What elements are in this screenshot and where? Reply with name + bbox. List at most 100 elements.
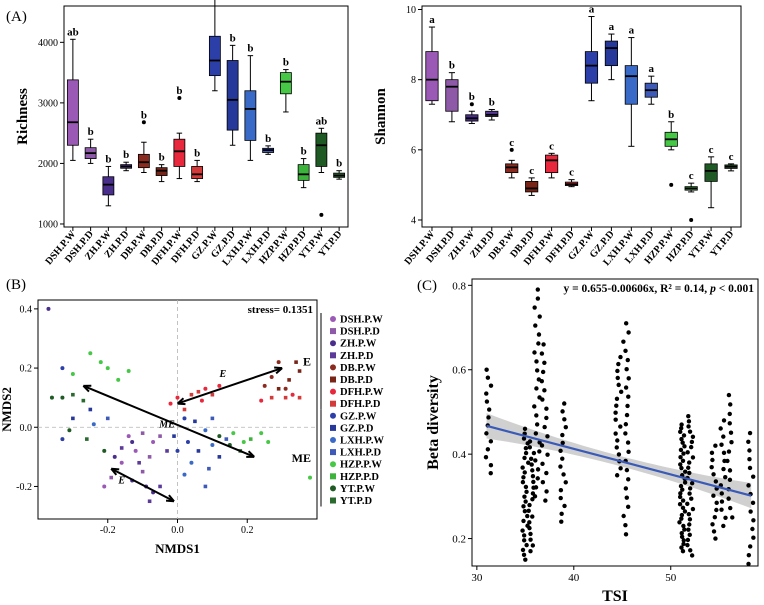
richness-box-ZH.P.W	[102, 176, 115, 196]
shannon-letter: b	[668, 109, 674, 121]
regression-point	[534, 368, 540, 373]
shannon-outlier	[669, 182, 674, 187]
nmds-point	[217, 455, 222, 459]
regression-point	[488, 462, 494, 468]
regression-point	[533, 431, 539, 436]
nmds-point	[182, 472, 187, 477]
nmds-point	[137, 460, 141, 465]
shannon-box-GZ.P.D	[604, 40, 618, 67]
nmds-arrow-shaft	[110, 467, 175, 503]
regression-point	[723, 515, 728, 520]
nmds-point	[269, 395, 274, 400]
regression-ytick-label: 0.8	[452, 280, 466, 292]
regression-point	[625, 403, 630, 409]
regression-point	[623, 431, 628, 436]
richness-ytick-label: 4000	[38, 38, 58, 49]
regression-point	[535, 476, 540, 481]
regression-point	[688, 548, 693, 553]
regression-point	[521, 436, 527, 441]
nmds-stress-label: stress= 0.1351	[248, 304, 313, 316]
regression-point	[725, 458, 730, 464]
regression-point	[545, 452, 550, 457]
nmds-legend-label: ZH.P.W	[340, 339, 377, 350]
regression-point	[679, 436, 684, 442]
nmds-point	[193, 419, 197, 424]
regression-point	[678, 454, 683, 460]
regression-point	[539, 351, 545, 356]
richness-chart: 1000200030004000RichnessabDSH.P.WbDSH.P.…	[15, 0, 349, 268]
regression-point	[710, 457, 715, 463]
regression-point	[528, 456, 534, 462]
regression-point	[537, 440, 542, 445]
regression-point	[524, 489, 529, 495]
richness-ytick-label: 3000	[38, 98, 58, 109]
regression-point	[711, 529, 717, 534]
regression-point	[535, 467, 541, 472]
regression-point	[524, 542, 529, 548]
regression-point	[680, 458, 686, 463]
regression-point	[686, 424, 691, 429]
regression-point	[709, 464, 714, 470]
panel-a-label: (A)	[6, 9, 27, 25]
regression-point	[544, 406, 549, 411]
regression-point	[689, 439, 695, 445]
shannon-letter: a	[649, 63, 655, 75]
regression-point	[714, 500, 719, 506]
nmds-legend-label: DB.P.D	[340, 375, 373, 386]
regression-point	[523, 499, 528, 504]
nmds-point	[262, 383, 267, 388]
regression-point	[728, 430, 734, 435]
nmds-point	[308, 475, 313, 480]
regression-point	[679, 422, 684, 427]
regression-point	[678, 429, 683, 435]
regression-point	[682, 527, 687, 532]
nmds-ytick-label: 0.4	[20, 304, 33, 315]
nmds-point	[248, 437, 253, 441]
shannon-box-DSH.P.D	[445, 79, 459, 112]
nmds-legend-key	[330, 400, 336, 407]
shannon-chart: 46810ShannonaDSH.P.WbDSH.P.DbZH.P.WbZH.P…	[373, 4, 742, 268]
regression-point	[563, 480, 568, 485]
nmds-point	[224, 437, 229, 441]
nmds-arrow-shaft	[82, 384, 255, 458]
regression-point	[560, 456, 565, 461]
regression-point	[558, 448, 563, 453]
richness-letter: b	[265, 133, 271, 145]
regression-point	[532, 350, 537, 355]
regression-point	[485, 375, 491, 380]
shannon-outlier	[509, 147, 514, 152]
regression-point	[528, 531, 533, 537]
regression-point	[746, 552, 752, 558]
regression-point	[616, 452, 622, 457]
regression-point	[484, 431, 489, 436]
nmds-legend-label: HZP.P.D	[340, 472, 379, 483]
regression-point	[522, 455, 527, 461]
regression-point	[532, 305, 537, 310]
nmds-legend-key	[330, 388, 336, 395]
nmds-point	[210, 443, 215, 448]
nmds-point	[112, 454, 117, 459]
regression-point	[522, 426, 528, 432]
regression-point	[623, 532, 629, 537]
nmds-point	[196, 449, 201, 453]
nmds-point	[172, 434, 176, 438]
nmds-point	[109, 475, 114, 480]
regression-fit-line	[486, 424, 752, 497]
shannon-letter: b	[449, 60, 455, 72]
nmds-point	[294, 360, 298, 364]
regression-point	[614, 445, 619, 450]
regression-point	[624, 467, 630, 473]
regression-point	[679, 516, 684, 521]
regression-point	[678, 491, 683, 496]
nmds-point	[283, 395, 288, 400]
regression-point	[616, 361, 621, 367]
nmds-point	[196, 389, 201, 394]
regression-point	[528, 537, 533, 542]
regression-point	[680, 487, 685, 492]
regression-point	[689, 553, 695, 558]
regression-ytick-label: 0.2	[452, 534, 466, 546]
regression-point	[534, 413, 539, 418]
regression-point	[728, 505, 733, 511]
nmds-point	[49, 395, 54, 400]
